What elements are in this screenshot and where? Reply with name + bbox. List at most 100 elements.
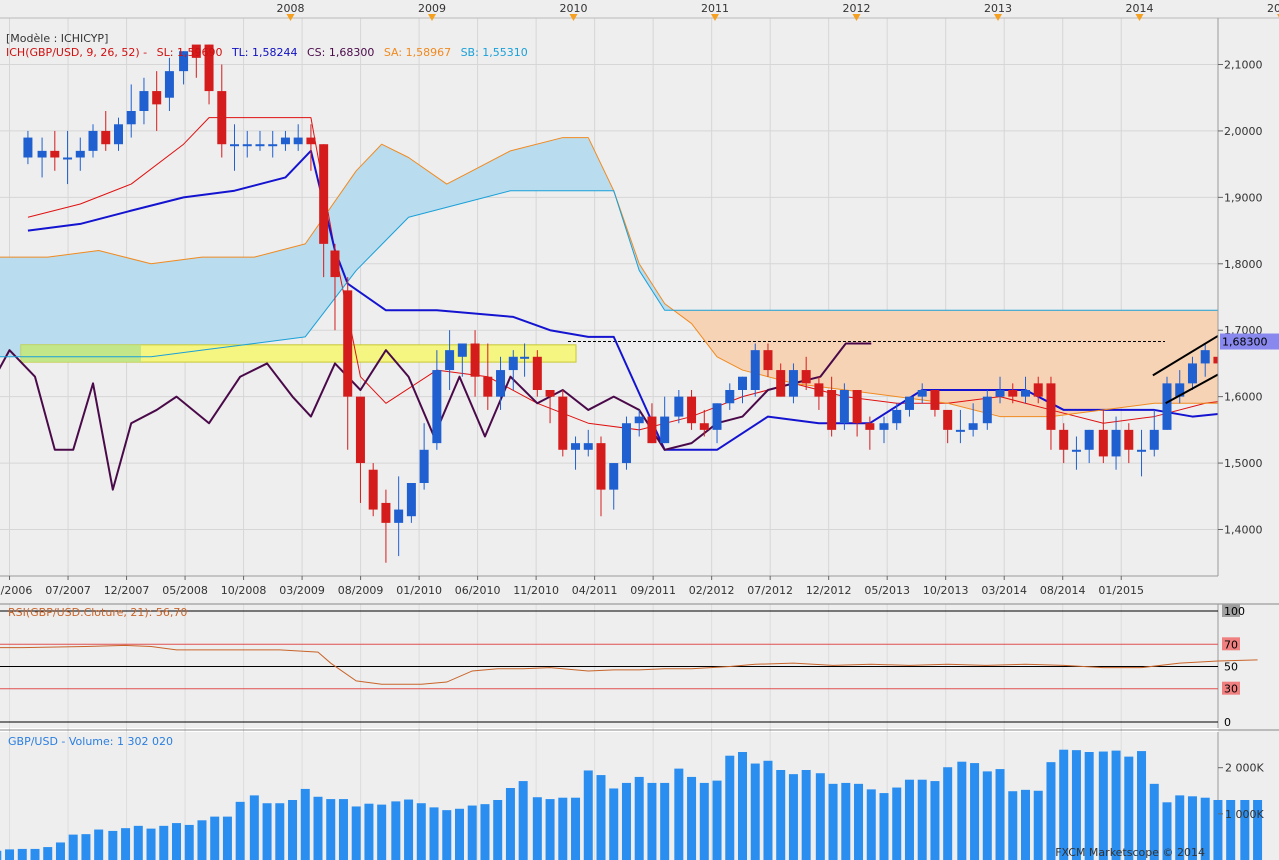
bearish-candle [865,416,875,450]
candle-body [827,390,837,430]
volume-tick-label: 1 000K [1225,808,1264,821]
year-label: 2013 [984,2,1012,15]
bearish-candle [152,71,162,131]
candle-body [982,396,992,424]
bullish-candle [634,409,644,437]
bullish-candle [280,130,290,151]
bullish-candle [242,130,252,158]
price-tick-label: 1,8000 [1224,258,1263,271]
volume-bar [596,775,606,860]
volume-bar [621,782,631,860]
volume-bar [210,816,220,860]
candle-body [152,91,162,105]
bullish-candle [457,343,467,377]
volume-bar [275,803,285,860]
candle-body [191,44,201,58]
bullish-candle [164,57,174,111]
candle-body [1071,449,1081,452]
trend-channel[interactable] [1152,320,1279,405]
volume-bar [505,788,515,860]
volume-bar [583,770,593,860]
year-markers[interactable]: 2008 2009 2010 2011 2012 2013 2014 2015 [0,2,1279,21]
volume-bar [1187,796,1197,860]
candle-body [1137,449,1147,452]
ich-cs-line [0,342,872,491]
bullish-candle [230,124,240,171]
volume-bar [995,769,1005,860]
volume-bar [300,788,310,860]
candle-body [776,370,786,397]
year-marker-icon[interactable] [852,14,861,21]
volume-bar [609,788,619,860]
candle-body [368,469,378,510]
channel-lower-line[interactable] [1165,353,1258,405]
bearish-candle [827,376,837,437]
bullish-candle [982,390,992,430]
date-tick-label: 08/2014 [1040,584,1086,597]
volume-bar [712,780,722,860]
year-marker-icon[interactable] [286,14,295,21]
volume-bar [776,770,786,860]
channel-upper-line[interactable] [1152,320,1245,377]
bearish-candle [776,363,786,397]
bearish-candle [1033,376,1043,404]
volume-bar [146,828,156,860]
bullish-candle [879,416,889,444]
volume-bar [467,805,477,860]
date-tick-label: 10/2008 [221,584,267,597]
bearish-candle [1124,423,1134,464]
bearish-candle [596,436,606,517]
volume-bar [249,795,259,860]
candle-body [583,443,593,450]
bearish-candle [470,330,480,397]
volume-bar [480,804,490,860]
year-marker-icon[interactable] [711,14,719,21]
price-tick-label: 1,6000 [1224,391,1263,404]
volume-bar [647,782,657,860]
year-marker-icon[interactable] [569,14,578,21]
bullish-candle [712,403,722,444]
candle-body [242,144,252,147]
bullish-candle [113,117,123,151]
rsi-tick-box [1222,637,1240,651]
candle-body [917,390,927,397]
bearish-candle [50,130,60,171]
volume-bar [108,830,118,860]
year-marker-icon[interactable] [1135,14,1144,21]
candle-body [1098,429,1108,457]
date-tick-label: 02/2012 [689,584,735,597]
candle-body [955,429,965,432]
volume-bar [5,849,15,860]
candle-body [532,356,542,390]
date-axis-background [0,576,1218,604]
volume-bar [801,770,811,860]
year-bar-background [0,0,1279,18]
bullish-candle [293,124,303,151]
volume-bar [1071,750,1081,860]
volume-bar [687,776,697,860]
bullish-candle [23,130,33,165]
candle-body [1175,383,1185,397]
cs-value: CS: 1,68300 [307,46,374,59]
bearish-candle [101,111,111,151]
price-tick-label: 1,4000 [1224,524,1263,537]
ich-tl-line [27,149,1218,451]
candle-body [879,423,889,430]
bullish-candle [406,483,416,523]
year-marker-icon[interactable] [994,14,1002,21]
bearish-candle [306,124,316,171]
sa-value: SA: 1,58967 [384,46,451,59]
candle-body [1124,429,1134,450]
year-marker-icon[interactable] [428,14,436,21]
volume-bar [571,797,581,860]
bullish-candle [394,476,404,557]
volume-bar [30,848,40,860]
candle-body [445,350,455,371]
volume-bar [416,803,426,860]
candle-body [88,130,98,151]
date-tick-label: 11/2010 [513,584,559,597]
overlap-zone-highlight [21,344,141,363]
bullish-candle [496,356,506,410]
bearish-candle [355,396,365,503]
